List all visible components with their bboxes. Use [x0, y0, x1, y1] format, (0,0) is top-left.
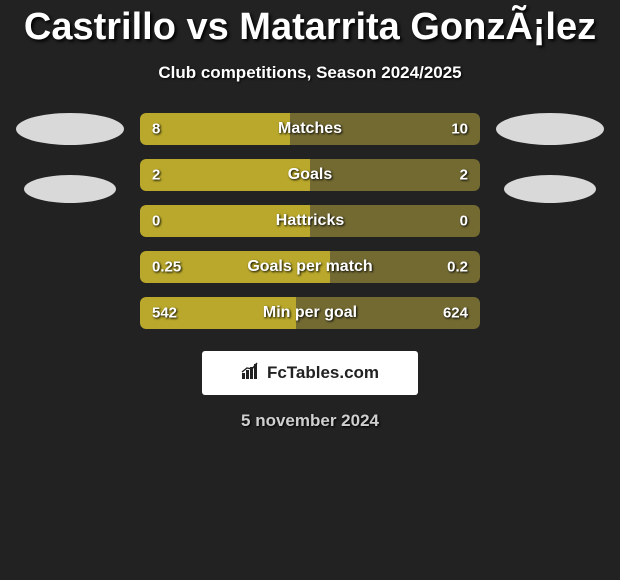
bar-row: 0 Hattricks 0 — [140, 205, 480, 237]
player-avatar-left-1 — [16, 113, 124, 145]
logo-box[interactable]: FcTables.com — [202, 351, 418, 395]
chart-area: 8 Matches 10 2 Goals 2 0 Hattricks 0 0.25 Goals pe… — [0, 113, 620, 329]
bar-fill — [140, 113, 290, 145]
bar-left-value: 0.25 — [152, 259, 181, 276]
logo-text: FcTables.com — [267, 363, 379, 383]
date-text: 5 november 2024 — [241, 411, 379, 431]
bar-label: Matches — [278, 120, 342, 138]
bar-label: Goals per match — [247, 258, 372, 276]
player-avatar-left-2 — [24, 175, 116, 203]
left-side-col — [10, 113, 130, 203]
bar-left-value: 2 — [152, 167, 160, 184]
page-subtitle: Club competitions, Season 2024/2025 — [158, 63, 461, 83]
player-avatar-right-1 — [496, 113, 604, 145]
bar-row: 0.25 Goals per match 0.2 — [140, 251, 480, 283]
bar-left-value: 542 — [152, 305, 177, 322]
bar-fill — [140, 159, 310, 191]
page-title: Castrillo vs Matarrita GonzÃ¡lez — [24, 6, 596, 49]
bar-right-value: 0 — [460, 213, 468, 230]
right-side-col — [490, 113, 610, 203]
bar-label: Hattricks — [276, 212, 344, 230]
bar-left-value: 0 — [152, 213, 160, 230]
bar-label: Min per goal — [263, 304, 357, 322]
chart-icon — [241, 361, 261, 386]
bar-left-value: 8 — [152, 121, 160, 138]
bar-row: 2 Goals 2 — [140, 159, 480, 191]
bars-column: 8 Matches 10 2 Goals 2 0 Hattricks 0 0.25 Goals pe… — [140, 113, 480, 329]
bar-row: 542 Min per goal 624 — [140, 297, 480, 329]
bar-right-value: 2 — [460, 167, 468, 184]
container: Castrillo vs Matarrita GonzÃ¡lez Club co… — [0, 0, 620, 431]
bar-right-value: 624 — [443, 305, 468, 322]
bar-label: Goals — [288, 166, 332, 184]
bar-right-value: 10 — [451, 121, 468, 138]
player-avatar-right-2 — [504, 175, 596, 203]
bar-right-value: 0.2 — [447, 259, 468, 276]
bar-row: 8 Matches 10 — [140, 113, 480, 145]
